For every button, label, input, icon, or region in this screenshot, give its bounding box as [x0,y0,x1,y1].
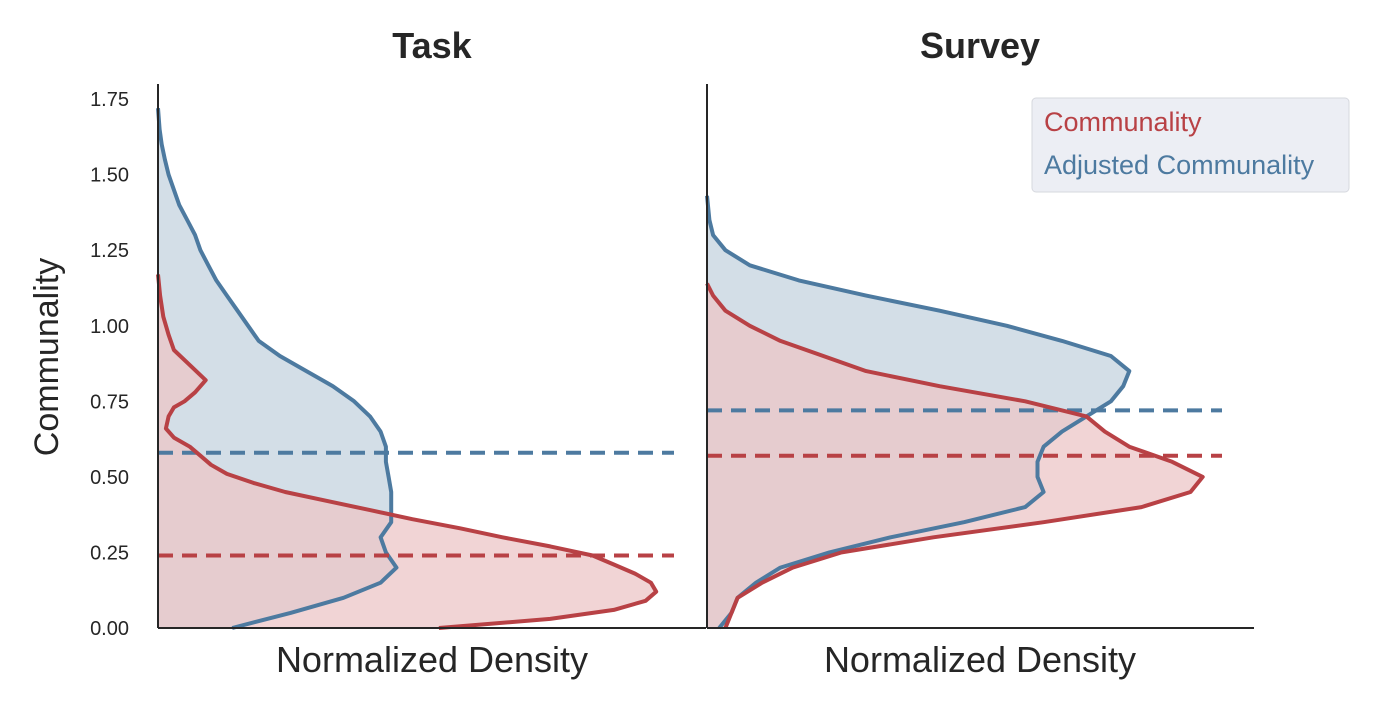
panel-title-task: Task [392,25,472,66]
legend-box [1031,97,1350,193]
y-axis-ticks: 0.00 0.25 0.50 0.75 1.00 1.25 1.50 1.75 [90,89,129,640]
y-tick-label: 0.00 [90,618,129,640]
density-line-communality [156,274,659,630]
density-line-communality [705,282,1205,629]
y-tick-label: 0.25 [90,542,129,564]
legend: Communality Adjusted Communality [1031,97,1350,193]
legend-entry-adjusted-communality: Adjusted Communality [1044,150,1315,180]
x-axis-label-task: Normalized Density [276,639,588,680]
y-tick-label: 0.75 [90,391,129,413]
legend-entry-communality: Communality [1044,107,1202,137]
panel-survey [705,84,1254,630]
y-tick-label: 1.00 [90,316,129,338]
density-area-communality [158,274,657,628]
x-axis-label-survey: Normalized Density [824,639,1136,680]
panel-title-survey: Survey [920,25,1040,66]
y-tick-label: 0.50 [90,467,129,489]
y-tick-label: 1.50 [90,165,129,187]
density-line-adjusted-communality [156,108,399,630]
y-axis-label: Communality [28,258,66,456]
y-tick-label: 1.75 [90,89,129,111]
y-tick-label: 1.25 [90,240,129,262]
plot-panels [156,84,1254,630]
panel-task [156,84,706,630]
